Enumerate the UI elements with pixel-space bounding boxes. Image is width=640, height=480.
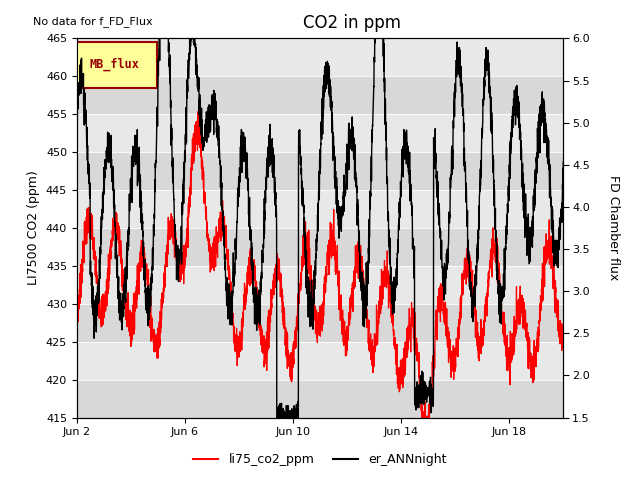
Y-axis label: LI7500 CO2 (ppm): LI7500 CO2 (ppm) <box>28 170 40 286</box>
Text: MB_flux: MB_flux <box>90 58 140 71</box>
Bar <box>77 38 563 76</box>
Text: No data for f_FD_Flux: No data for f_FD_Flux <box>33 16 153 26</box>
Bar <box>77 266 563 304</box>
Bar <box>77 342 563 380</box>
Bar <box>77 228 563 266</box>
Y-axis label: FD Chamber flux: FD Chamber flux <box>607 175 620 281</box>
Bar <box>77 190 563 228</box>
Bar <box>77 76 563 114</box>
Bar <box>77 152 563 190</box>
Text: CO2 in ppm: CO2 in ppm <box>303 14 401 33</box>
FancyBboxPatch shape <box>74 42 157 88</box>
Legend: li75_co2_ppm, er_ANNnight: li75_co2_ppm, er_ANNnight <box>188 448 452 471</box>
Bar <box>77 304 563 342</box>
Bar <box>77 114 563 152</box>
Bar <box>77 380 563 418</box>
